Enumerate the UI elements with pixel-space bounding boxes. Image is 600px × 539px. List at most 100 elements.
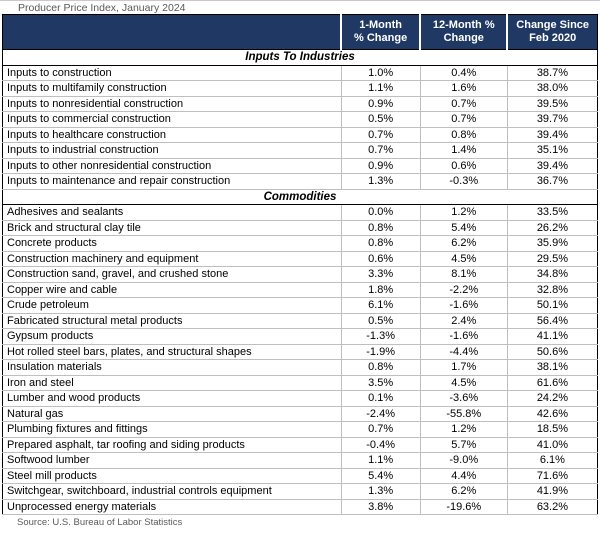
value-cell: -19.6% <box>420 499 508 515</box>
table-row: Unprocessed energy materials 3.8% -19.6% 63… <box>2 499 598 515</box>
value-cell: 0.7% <box>341 421 421 438</box>
value-cell: 34.8% <box>507 266 598 283</box>
value-cell: 5.4% <box>341 468 421 484</box>
value-cell: 24.2% <box>507 390 598 407</box>
value-cell: 50.6% <box>507 344 598 360</box>
row-label: Inputs to construction <box>2 65 342 81</box>
value-cell: 0.8% <box>341 220 421 236</box>
row-label: Lumber and wood products <box>2 390 342 407</box>
table-row: Inputs to healthcare construction 0.7% 0.8… <box>2 127 598 143</box>
value-cell: 26.2% <box>507 220 598 236</box>
corner-cell <box>2 14 342 50</box>
value-cell: 1.8% <box>341 282 421 298</box>
value-cell: 35.1% <box>507 142 598 159</box>
value-cell: 32.8% <box>507 282 598 298</box>
value-cell: 39.4% <box>507 158 598 174</box>
value-cell: 50.1% <box>507 297 598 314</box>
value-cell: 5.4% <box>420 220 508 236</box>
table-row: Inputs to commercial construction 0.5% 0.7… <box>2 111 598 128</box>
value-cell: 3.8% <box>341 499 421 515</box>
value-cell: 41.1% <box>507 328 598 345</box>
value-cell: 33.5% <box>507 204 598 221</box>
value-cell: 4.4% <box>420 468 508 484</box>
value-cell: 6.2% <box>420 483 508 500</box>
row-label: Unprocessed energy materials <box>2 499 342 515</box>
row-label: Crude petroleum <box>2 297 342 314</box>
table-row: Inputs to other nonresidential construct… <box>2 158 598 174</box>
row-label: Fabricated structural metal products <box>2 313 342 329</box>
page-title: Producer Price Index, January 2024 <box>0 0 600 14</box>
value-cell: 41.0% <box>507 437 598 453</box>
row-label: Construction machinery and equipment <box>2 251 342 267</box>
table-row: Softwood lumber 1.1% -9.0% 6.1% <box>2 452 598 469</box>
row-label: Inputs to commercial construction <box>2 111 342 128</box>
value-cell: 41.9% <box>507 483 598 500</box>
row-label: Iron and steel <box>2 375 342 391</box>
section-row: Commodities <box>2 188 598 205</box>
value-cell: 0.4% <box>420 65 508 81</box>
value-cell: 1.1% <box>341 452 421 469</box>
value-cell: 1.3% <box>341 483 421 500</box>
row-label: Inputs to maintenance and repair constru… <box>2 173 342 190</box>
value-cell: 0.1% <box>341 390 421 407</box>
value-cell: 56.4% <box>507 313 598 329</box>
value-cell: 0.6% <box>341 251 421 267</box>
table-row: Inputs to construction 1.0% 0.4% 38.7% <box>2 65 598 81</box>
value-cell: 71.6% <box>507 468 598 484</box>
value-cell: 39.7% <box>507 111 598 128</box>
value-cell: 42.6% <box>507 406 598 422</box>
value-cell: 6.2% <box>420 235 508 252</box>
col-header-change-since-feb-2020: Change Since Feb 2020 <box>506 14 598 50</box>
table-row: Copper wire and cable 1.8% -2.2% 32.8% <box>2 282 598 298</box>
value-cell: -0.4% <box>341 437 421 453</box>
value-cell: -0.3% <box>420 173 508 190</box>
table-row: Iron and steel 3.5% 4.5% 61.6% <box>2 375 598 391</box>
value-cell: -1.9% <box>341 344 421 360</box>
value-cell: 0.0% <box>341 204 421 221</box>
row-label: Hot rolled steel bars, plates, and struc… <box>2 344 342 360</box>
table-row: Concrete products 0.8% 6.2% 35.9% <box>2 235 598 252</box>
row-label: Insulation materials <box>2 359 342 376</box>
row-label: Adhesives and sealants <box>2 204 342 221</box>
value-cell: 1.1% <box>341 80 421 97</box>
table-row: Insulation materials 0.8% 1.7% 38.1% <box>2 359 598 376</box>
table-row: Construction sand, gravel, and crushed s… <box>2 266 598 283</box>
row-label: Steel mill products <box>2 468 342 484</box>
value-cell: 1.0% <box>341 65 421 81</box>
table-row: Plumbing fixtures and fittings 0.7% 1.2% 18… <box>2 421 598 438</box>
row-label: Inputs to multifamily construction <box>2 80 342 97</box>
table-row: Lumber and wood products 0.1% -3.6% 24.2% <box>2 390 598 407</box>
table-row: Adhesives and sealants 0.0% 1.2% 33.5% <box>2 204 598 221</box>
value-cell: 0.7% <box>420 111 508 128</box>
table-row: Switchgear, switchboard, industrial cont… <box>2 483 598 500</box>
value-cell: -9.0% <box>420 452 508 469</box>
value-cell: 1.7% <box>420 359 508 376</box>
value-cell: 0.9% <box>341 96 421 112</box>
table-header: 1-Month % Change 12-Month % Change Chang… <box>2 14 598 50</box>
row-label: Inputs to other nonresidential construct… <box>2 158 342 174</box>
section-label: Commodities <box>2 188 598 205</box>
row-label: Inputs to healthcare construction <box>2 127 342 143</box>
value-cell: -2.2% <box>420 282 508 298</box>
value-cell: 18.5% <box>507 421 598 438</box>
row-label: Plumbing fixtures and fittings <box>2 421 342 438</box>
value-cell: 1.2% <box>420 204 508 221</box>
header-row: 1-Month % Change 12-Month % Change Chang… <box>2 14 598 50</box>
row-label: Prepared asphalt, tar roofing and siding… <box>2 437 342 453</box>
value-cell: -4.4% <box>420 344 508 360</box>
row-label: Concrete products <box>2 235 342 252</box>
value-cell: 63.2% <box>507 499 598 515</box>
value-cell: 3.5% <box>341 375 421 391</box>
row-label: Inputs to industrial construction <box>2 142 342 159</box>
value-cell: 0.8% <box>341 359 421 376</box>
value-cell: 3.3% <box>341 266 421 283</box>
value-cell: 0.7% <box>420 96 508 112</box>
row-label: Switchgear, switchboard, industrial cont… <box>2 483 342 500</box>
value-cell: 0.5% <box>341 313 421 329</box>
table-row: Inputs to industrial construction 0.7% 1.4… <box>2 142 598 159</box>
value-cell: -2.4% <box>341 406 421 422</box>
table-row: Gypsum products -1.3% -1.6% 41.1% <box>2 328 598 345</box>
value-cell: 0.8% <box>341 235 421 252</box>
table-row: Fabricated structural metal products 0.5%… <box>2 313 598 329</box>
